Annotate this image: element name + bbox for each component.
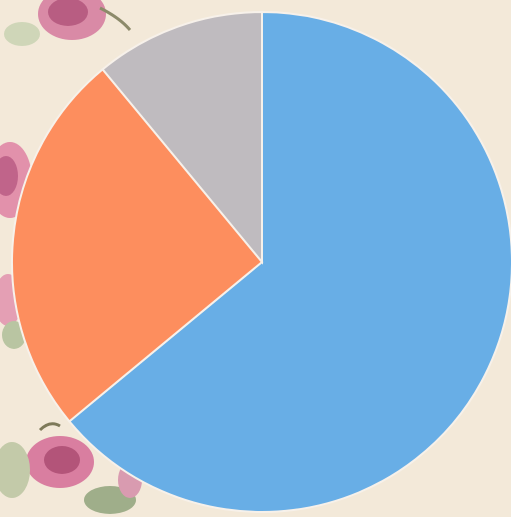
pie-slice-3: [101, 10, 263, 265]
pie-slice-2: [11, 67, 264, 423]
pie-slice-1: [67, 10, 511, 513]
rose-decoration-top: [4, 0, 132, 46]
